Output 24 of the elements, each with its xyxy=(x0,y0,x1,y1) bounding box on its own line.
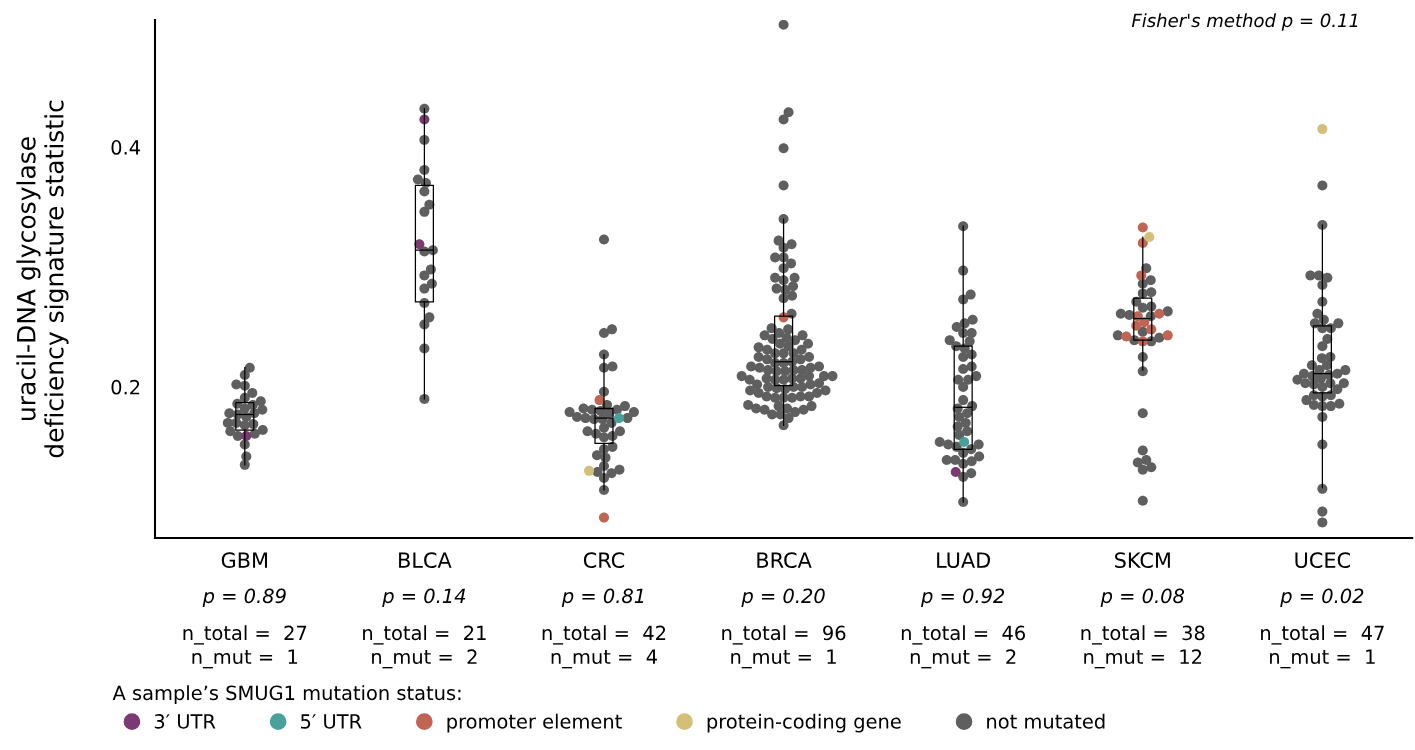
x-tick-label: BLCA xyxy=(399,552,452,569)
x-tick-label: UCEC xyxy=(1295,552,1350,569)
x-tick-label: CRC xyxy=(583,552,625,569)
x-tick-label: LUAD xyxy=(937,552,990,569)
text: p = 0.92 n_total = 46 n_mut = 2 xyxy=(901,588,1025,669)
x-tick-label: GBM xyxy=(221,552,267,569)
x-tick-label: SKCM xyxy=(1115,552,1170,569)
legend-title: A sample’s SMUG1 mutation status: xyxy=(112,685,461,704)
x-tick-label: BRCA xyxy=(757,552,812,569)
legend-label: 5′ UTR xyxy=(301,714,362,729)
text: p = 0.14 n_total = 21 n_mut = 2 xyxy=(363,588,486,669)
y-tick-label: 0.2 xyxy=(111,379,140,395)
legend-label: promoter element xyxy=(447,713,622,733)
text: p = 0.81 n_total = 42 n_mut = 4 xyxy=(542,588,666,669)
y-tick-label: 0.4 xyxy=(111,140,141,155)
legend-label: 3′ UTR xyxy=(154,714,216,729)
y-axis-title: uracil-DNA glycosylase deficiency signature statistic xyxy=(16,100,69,458)
legend-label: protein-coding gene xyxy=(707,713,901,733)
annotation: Fisher's method p = 0.11 xyxy=(1131,13,1358,31)
text: p = 0.20 n_total = 96 n_mut = 1 xyxy=(722,588,846,669)
legend-label: not mutated xyxy=(987,713,1105,729)
text: p = 0.08 n_total = 38 n_mut = 12 xyxy=(1081,588,1205,669)
text: p = 0.02 n_total = 47 n_mut = 1 xyxy=(1261,588,1384,669)
text: p = 0.89 n_total = 27 n_mut = 1 xyxy=(183,588,307,669)
